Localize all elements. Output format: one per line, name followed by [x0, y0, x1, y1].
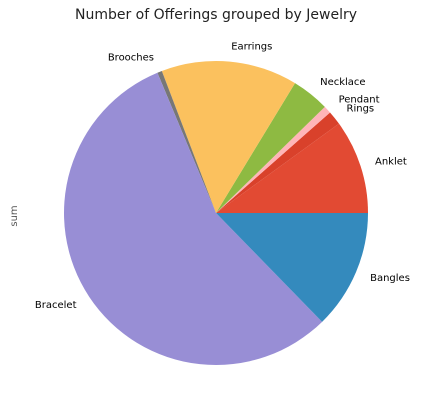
pie-label-necklace: Necklace	[320, 77, 365, 88]
pie-slice-earrings	[161, 61, 296, 213]
pie-label-earrings: Earrings	[231, 42, 272, 53]
pie-slice-rings	[216, 112, 339, 213]
pie-slices	[64, 61, 368, 365]
chart-title: Number of Offerings grouped by Jewelry	[75, 7, 357, 23]
y-axis-label: sum	[9, 205, 20, 226]
pie-label-anklet: Anklet	[375, 156, 407, 167]
pie-slice-bracelet	[64, 72, 323, 365]
pie-label-brooches: Brooches	[108, 53, 154, 64]
pie-label-pendant: Pendant	[339, 94, 380, 105]
pie-slice-brooches	[157, 70, 216, 213]
pie-label-bangles: Bangles	[370, 273, 410, 284]
pie-slice-pendant	[216, 106, 331, 213]
pie-label-rings: Rings	[347, 104, 375, 115]
pie-label-bracelet: Bracelet	[35, 300, 77, 311]
pie-slice-bangles	[216, 213, 368, 322]
pie-slice-necklace	[216, 83, 325, 214]
pie-slice-anklet	[216, 123, 368, 213]
